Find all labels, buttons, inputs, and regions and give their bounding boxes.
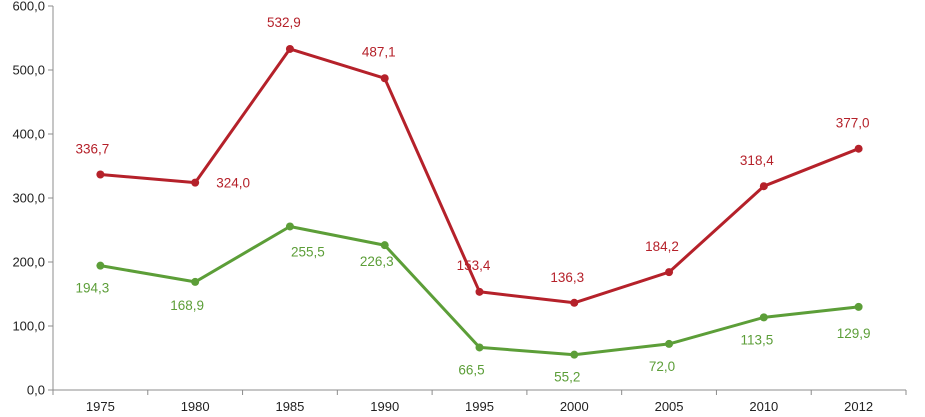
y-tick-label: 600,0 xyxy=(12,0,45,14)
series-2-data-label: 255,5 xyxy=(291,244,325,259)
series-2-data-label: 72,0 xyxy=(649,359,675,374)
x-tick-label: 2005 xyxy=(655,399,684,414)
series-1-point xyxy=(854,144,863,153)
series-2-data-label: 129,9 xyxy=(837,326,871,341)
series-1-point xyxy=(570,298,579,307)
series-1-point xyxy=(380,74,389,83)
x-tick-label: 1995 xyxy=(465,399,494,414)
series-2-point xyxy=(854,302,863,311)
series-2-point xyxy=(570,350,579,359)
series-1-point xyxy=(759,182,768,191)
series-1-data-label: 184,2 xyxy=(645,239,679,254)
series-2-point xyxy=(380,241,389,250)
series-2-data-label: 168,9 xyxy=(170,298,204,313)
y-tick-label: 300,0 xyxy=(12,191,45,206)
series-2-point xyxy=(759,313,768,322)
y-tick-label: 500,0 xyxy=(12,63,45,78)
series-2-data-label: 194,3 xyxy=(75,281,109,296)
series-1-data-label: 318,4 xyxy=(740,153,774,168)
series-1-data-label: 136,3 xyxy=(550,270,584,285)
series-1-data-label: 153,4 xyxy=(457,258,491,273)
x-tick-label: 2012 xyxy=(844,399,873,414)
series-2-point xyxy=(285,222,294,231)
chart-data-labels: 336,7 324,0 532,9 487,1 153,4 136,3 184,2 318,4… xyxy=(75,15,870,385)
series-2-point xyxy=(96,261,105,270)
series-1-data-label: 487,1 xyxy=(362,44,396,59)
x-tick-label: 1990 xyxy=(370,399,399,414)
x-tick-label: 1975 xyxy=(86,399,115,414)
x-tick-label: 1985 xyxy=(275,399,304,414)
series-1-point xyxy=(285,44,294,53)
y-tick-label: 100,0 xyxy=(12,319,45,334)
series-2-point xyxy=(665,339,674,348)
series-2-data-label: 113,5 xyxy=(740,332,773,347)
y-tick-label: 200,0 xyxy=(12,255,45,270)
chart-series xyxy=(96,44,863,359)
chart-axes: 0,0 100,0 200,0 300,0 400,0 500,0 600,0 1975 198… xyxy=(12,0,907,414)
x-tick-label: 2000 xyxy=(560,399,589,414)
series-2-point xyxy=(191,277,200,286)
series-1-data-label: 324,0 xyxy=(216,176,250,191)
series-1-point xyxy=(475,287,484,296)
y-tick-label: 0,0 xyxy=(27,383,45,398)
series-1-data-label: 377,0 xyxy=(836,116,870,131)
series-2-point xyxy=(475,343,484,352)
series-1-point xyxy=(191,178,200,187)
series-2-data-label: 55,2 xyxy=(554,370,580,385)
x-tick-label: 2010 xyxy=(749,399,778,414)
series-1-point xyxy=(96,170,105,179)
x-tick-label: 1980 xyxy=(181,399,210,414)
series-1-point xyxy=(665,268,674,277)
series-2-data-label: 66,5 xyxy=(458,362,484,377)
series-2-data-label: 226,3 xyxy=(360,254,394,269)
y-tick-label: 400,0 xyxy=(12,127,45,142)
series-1-data-label: 336,7 xyxy=(75,142,109,157)
series-1-data-label: 532,9 xyxy=(267,15,301,30)
